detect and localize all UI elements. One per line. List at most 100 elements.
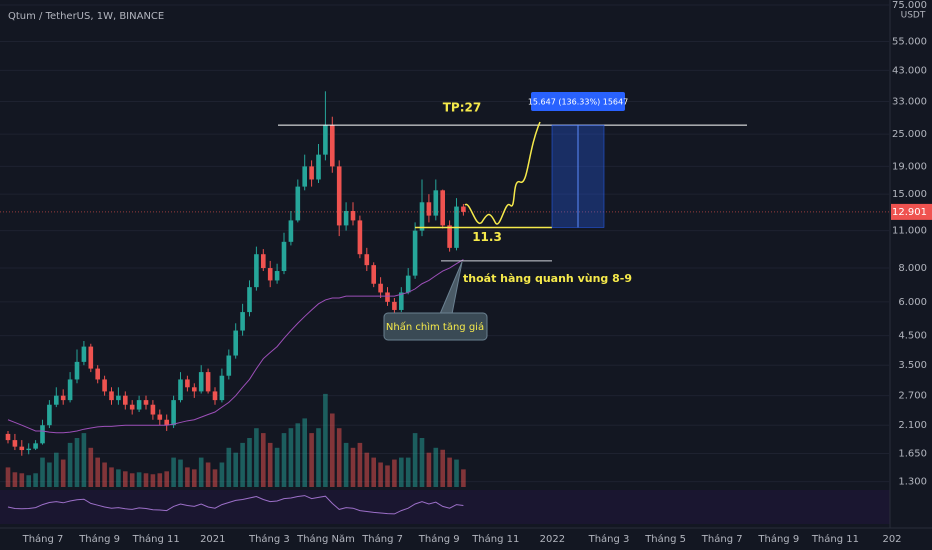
candle-body — [26, 448, 31, 451]
x-tick-label: Tháng 7 — [361, 533, 403, 545]
volume-bar — [405, 457, 411, 487]
position-label-box — [531, 92, 625, 111]
y-tick-label: 1.300 — [898, 477, 927, 488]
volume-bar — [109, 467, 114, 487]
candle-body — [288, 220, 294, 242]
candle-body — [399, 292, 404, 310]
volume-bar — [364, 452, 370, 487]
volume-bar — [143, 473, 149, 487]
volume-bar — [54, 452, 59, 487]
volume-bar — [247, 438, 252, 487]
x-tick-label: Tháng 3 — [248, 533, 290, 545]
volume-bar — [185, 467, 190, 487]
candle-body — [392, 301, 397, 310]
x-tick-label: Tháng 3 — [588, 533, 630, 545]
candle-body — [136, 400, 142, 410]
volume-bar — [233, 452, 238, 487]
volume-bar — [219, 462, 225, 487]
candle-body — [357, 220, 363, 255]
volume-bar — [240, 442, 245, 487]
candle-body — [102, 379, 107, 392]
candle-body — [426, 202, 432, 216]
candle-body — [54, 395, 59, 405]
volume-bar — [261, 433, 266, 487]
volume-bar — [461, 469, 466, 487]
candle-body — [88, 346, 94, 369]
volume-bar — [129, 473, 135, 487]
volume-bar — [295, 423, 301, 487]
volume-bar — [378, 462, 383, 487]
candle-body — [336, 166, 342, 226]
candle-body — [295, 186, 301, 221]
volume-bar — [164, 471, 169, 487]
volume-bar — [350, 447, 356, 487]
projection — [464, 121, 541, 225]
candle-body — [343, 210, 349, 226]
candle-body — [143, 400, 149, 405]
volume-bar — [336, 428, 342, 487]
y-tick-label: 2.700 — [898, 391, 927, 402]
candle-body — [212, 391, 218, 401]
volume-bar — [26, 475, 31, 487]
y-tick-label: 55.000 — [892, 37, 927, 48]
candle-body — [254, 254, 259, 288]
volume-bar — [95, 457, 100, 487]
candle-body — [123, 395, 128, 405]
candle-body — [461, 206, 466, 212]
volume-bar — [392, 459, 397, 487]
position-label: 15.647 (136.33%) 15647 — [528, 98, 628, 107]
volume-bar — [447, 457, 452, 487]
candle-body — [40, 425, 45, 444]
candle-body — [378, 283, 383, 293]
candle-body — [302, 166, 307, 187]
exit-label: thoát hàng quanh vùng 8-9 — [463, 272, 632, 285]
volume-bar — [426, 452, 432, 487]
candle-body — [364, 254, 370, 266]
x-tick-label: 202 — [882, 534, 901, 545]
volume-bar — [88, 447, 94, 487]
volume-bar — [47, 462, 52, 487]
volume-bar — [116, 469, 121, 487]
volume-bar — [33, 473, 38, 487]
volume-bar — [12, 472, 18, 487]
moving-average — [7, 259, 464, 434]
y-tick-label: 19.000 — [892, 161, 927, 172]
callout-box — [383, 312, 488, 341]
candle-body — [233, 330, 238, 356]
candle-body — [74, 361, 80, 380]
candle-body — [67, 379, 73, 401]
volume-bar — [171, 457, 176, 487]
candle-body — [185, 379, 190, 388]
x-tick-label: Tháng 9 — [78, 533, 120, 545]
candle-body — [60, 395, 66, 401]
volume-bar — [205, 462, 211, 487]
volume-bar — [419, 438, 425, 487]
volume-bar — [123, 471, 128, 487]
x-tick-label: Tháng 7 — [22, 533, 64, 545]
candle-body — [274, 271, 280, 281]
volume-bar — [399, 457, 404, 487]
volume-bar — [157, 473, 163, 487]
volume-bar — [67, 442, 73, 487]
x-tick-label: Tháng 7 — [701, 533, 743, 545]
volume-bar — [323, 393, 328, 487]
volume-bar — [19, 473, 25, 487]
volume-bar — [150, 474, 156, 487]
candle-body — [412, 230, 418, 276]
y-tick-label: 3.500 — [898, 360, 927, 371]
volume-bar — [316, 428, 321, 487]
candle-body — [371, 265, 376, 284]
volume-bar — [60, 459, 66, 487]
y-tick-label: 1.650 — [898, 449, 927, 460]
x-tick-label: Tháng 11 — [132, 533, 180, 545]
volume-bar — [288, 428, 294, 487]
volume-bar — [385, 465, 390, 487]
candle-body — [219, 375, 225, 401]
x-tick-label: 2021 — [200, 534, 225, 545]
candle-body — [309, 166, 314, 180]
volume-bar — [226, 447, 232, 487]
candle-body — [419, 202, 425, 231]
candle-body — [19, 446, 25, 451]
